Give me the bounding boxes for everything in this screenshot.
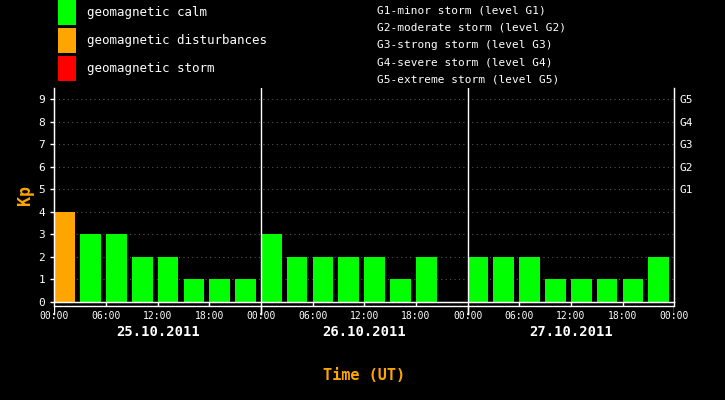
Bar	[106, 234, 127, 302]
Bar	[183, 280, 204, 302]
Bar	[235, 280, 256, 302]
Bar	[287, 257, 307, 302]
Y-axis label: Kp: Kp	[17, 185, 34, 205]
Bar	[648, 257, 669, 302]
Text: Time (UT): Time (UT)	[323, 368, 405, 384]
Text: 27.10.2011: 27.10.2011	[529, 325, 613, 339]
Bar	[545, 280, 566, 302]
Bar	[80, 234, 101, 302]
Bar	[58, 56, 76, 81]
Bar	[597, 280, 618, 302]
Text: geomagnetic disturbances: geomagnetic disturbances	[87, 34, 267, 47]
Bar	[468, 257, 488, 302]
Text: G5-extreme storm (level G5): G5-extreme storm (level G5)	[377, 74, 559, 84]
Bar	[519, 257, 540, 302]
Text: G2-moderate storm (level G2): G2-moderate storm (level G2)	[377, 23, 566, 33]
Text: G1-minor storm (level G1): G1-minor storm (level G1)	[377, 6, 546, 16]
Text: geomagnetic calm: geomagnetic calm	[87, 6, 207, 19]
Bar	[157, 257, 178, 302]
Bar	[571, 280, 592, 302]
Bar	[494, 257, 514, 302]
Text: 25.10.2011: 25.10.2011	[116, 325, 199, 339]
Bar	[210, 280, 230, 302]
Bar	[58, 0, 76, 25]
Text: geomagnetic storm: geomagnetic storm	[87, 62, 215, 75]
Bar	[54, 212, 75, 302]
Bar	[364, 257, 385, 302]
Bar	[390, 280, 411, 302]
Bar	[416, 257, 436, 302]
Bar	[339, 257, 359, 302]
Text: G4-severe storm (level G4): G4-severe storm (level G4)	[377, 57, 552, 67]
Bar	[261, 234, 281, 302]
Bar	[623, 280, 643, 302]
Bar	[132, 257, 152, 302]
Bar	[674, 257, 695, 302]
Text: 26.10.2011: 26.10.2011	[323, 325, 406, 339]
Bar	[312, 257, 334, 302]
Bar	[58, 28, 76, 53]
Text: G3-strong storm (level G3): G3-strong storm (level G3)	[377, 40, 552, 50]
